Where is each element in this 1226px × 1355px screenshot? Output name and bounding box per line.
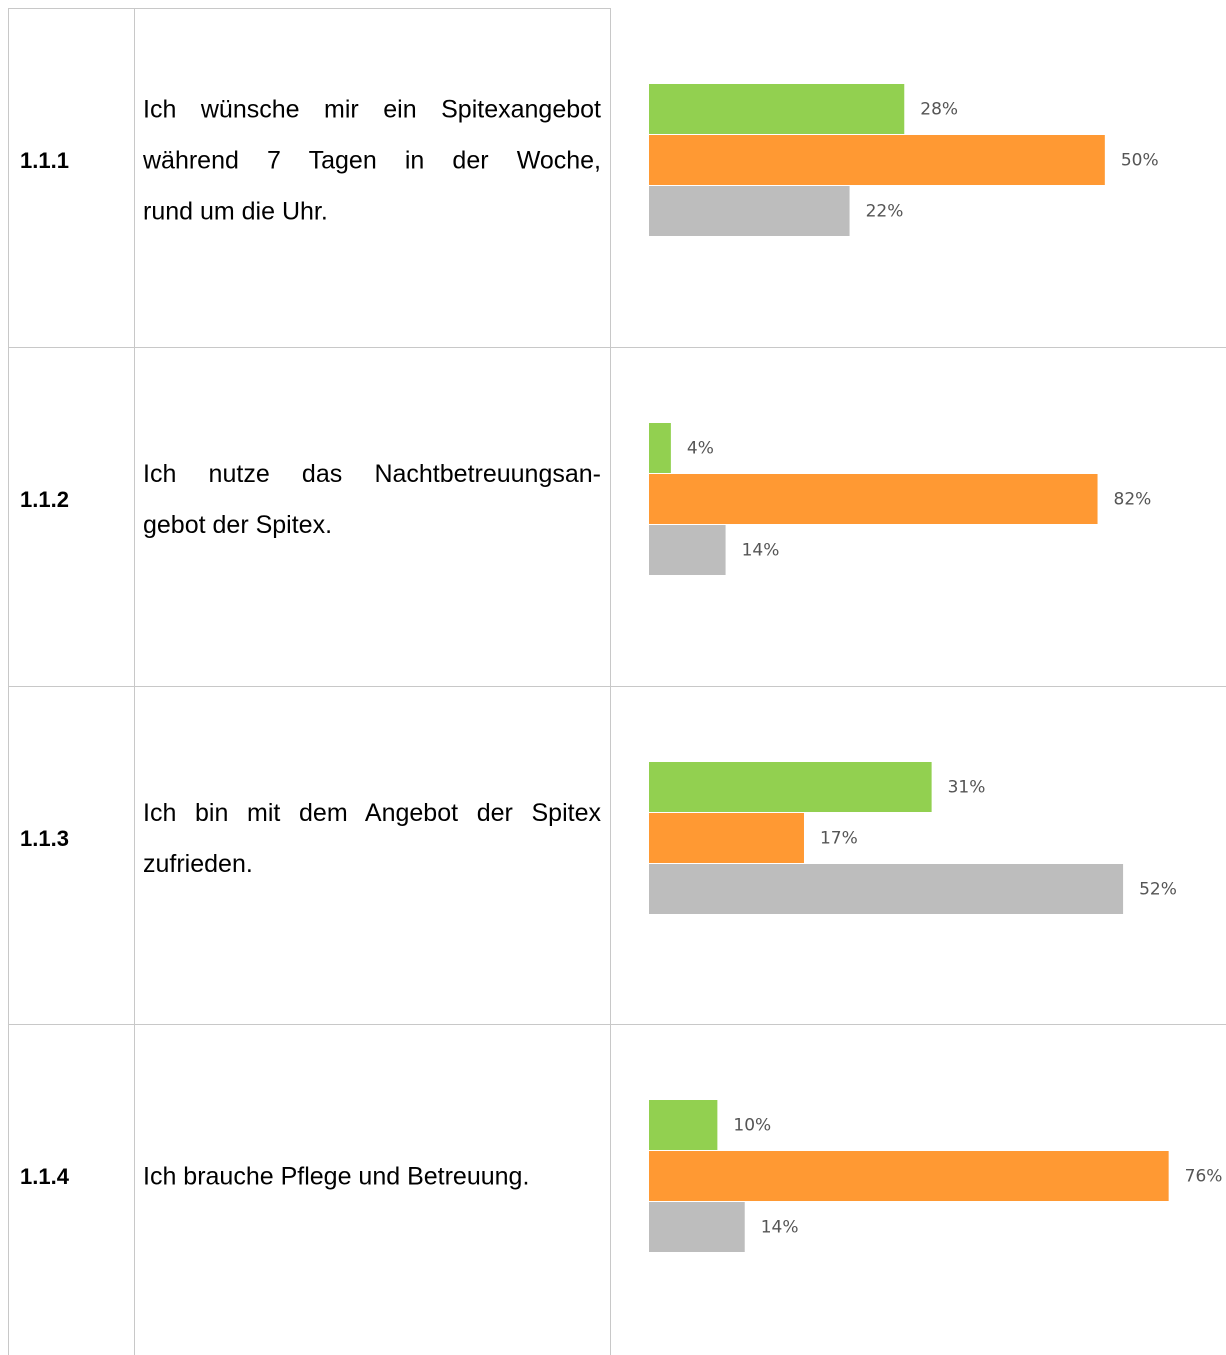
bar xyxy=(649,813,804,863)
value-label: 31% xyxy=(948,778,986,798)
value-label: 28% xyxy=(920,100,958,120)
value-label: 76% xyxy=(1185,1167,1223,1187)
row-id: 1.1.2 xyxy=(20,487,69,512)
bar xyxy=(649,1100,718,1150)
bar xyxy=(649,186,850,236)
bar xyxy=(649,135,1105,185)
value-label: 22% xyxy=(866,202,904,222)
text-line: Ich bin mit dem Angebot der Spitex xyxy=(143,799,601,827)
row-text: Ich nutze das Nachtbetreuungsan-gebot de… xyxy=(143,449,601,551)
bar xyxy=(649,762,932,812)
value-label: 82% xyxy=(1114,490,1152,510)
text-line: rund um die Uhr. xyxy=(143,197,328,226)
bar xyxy=(649,84,905,134)
text-line: zufrieden. xyxy=(143,850,253,878)
row-id: 1.1.1 xyxy=(20,148,69,173)
row-text: Ich brauche Pflege und Betreuung. xyxy=(143,1152,601,1203)
bar xyxy=(649,423,671,473)
row-text: Ich wünsche mir ein Spitexangebot während… xyxy=(143,85,601,238)
value-label: 4% xyxy=(687,439,714,459)
text-line: Ich brauche Pflege und Betreuung. xyxy=(143,1162,530,1191)
bar xyxy=(649,1151,1169,1201)
bar xyxy=(649,474,1098,524)
value-label: 10% xyxy=(733,1116,771,1136)
bar xyxy=(649,1202,745,1252)
row-id: 1.1.3 xyxy=(20,826,69,851)
bar xyxy=(649,525,726,575)
value-label: 14% xyxy=(761,1218,799,1238)
row-text: Ich bin mit dem Angebot der Spitex zufrie… xyxy=(143,788,601,890)
value-label: 52% xyxy=(1139,880,1177,900)
text-line: Ich wünsche mir ein Spitexangebot xyxy=(143,95,601,124)
text-line: Ich nutze das Nachtbetreuungsan- xyxy=(143,460,601,488)
value-label: 14% xyxy=(742,541,780,561)
text-line: während 7 Tagen in der Woche, xyxy=(143,146,601,175)
bar xyxy=(649,864,1124,914)
value-label: 50% xyxy=(1121,151,1159,171)
value-label: 17% xyxy=(820,829,858,849)
text-line: gebot der Spitex. xyxy=(143,511,333,539)
row-id: 1.1.4 xyxy=(20,1164,69,1189)
